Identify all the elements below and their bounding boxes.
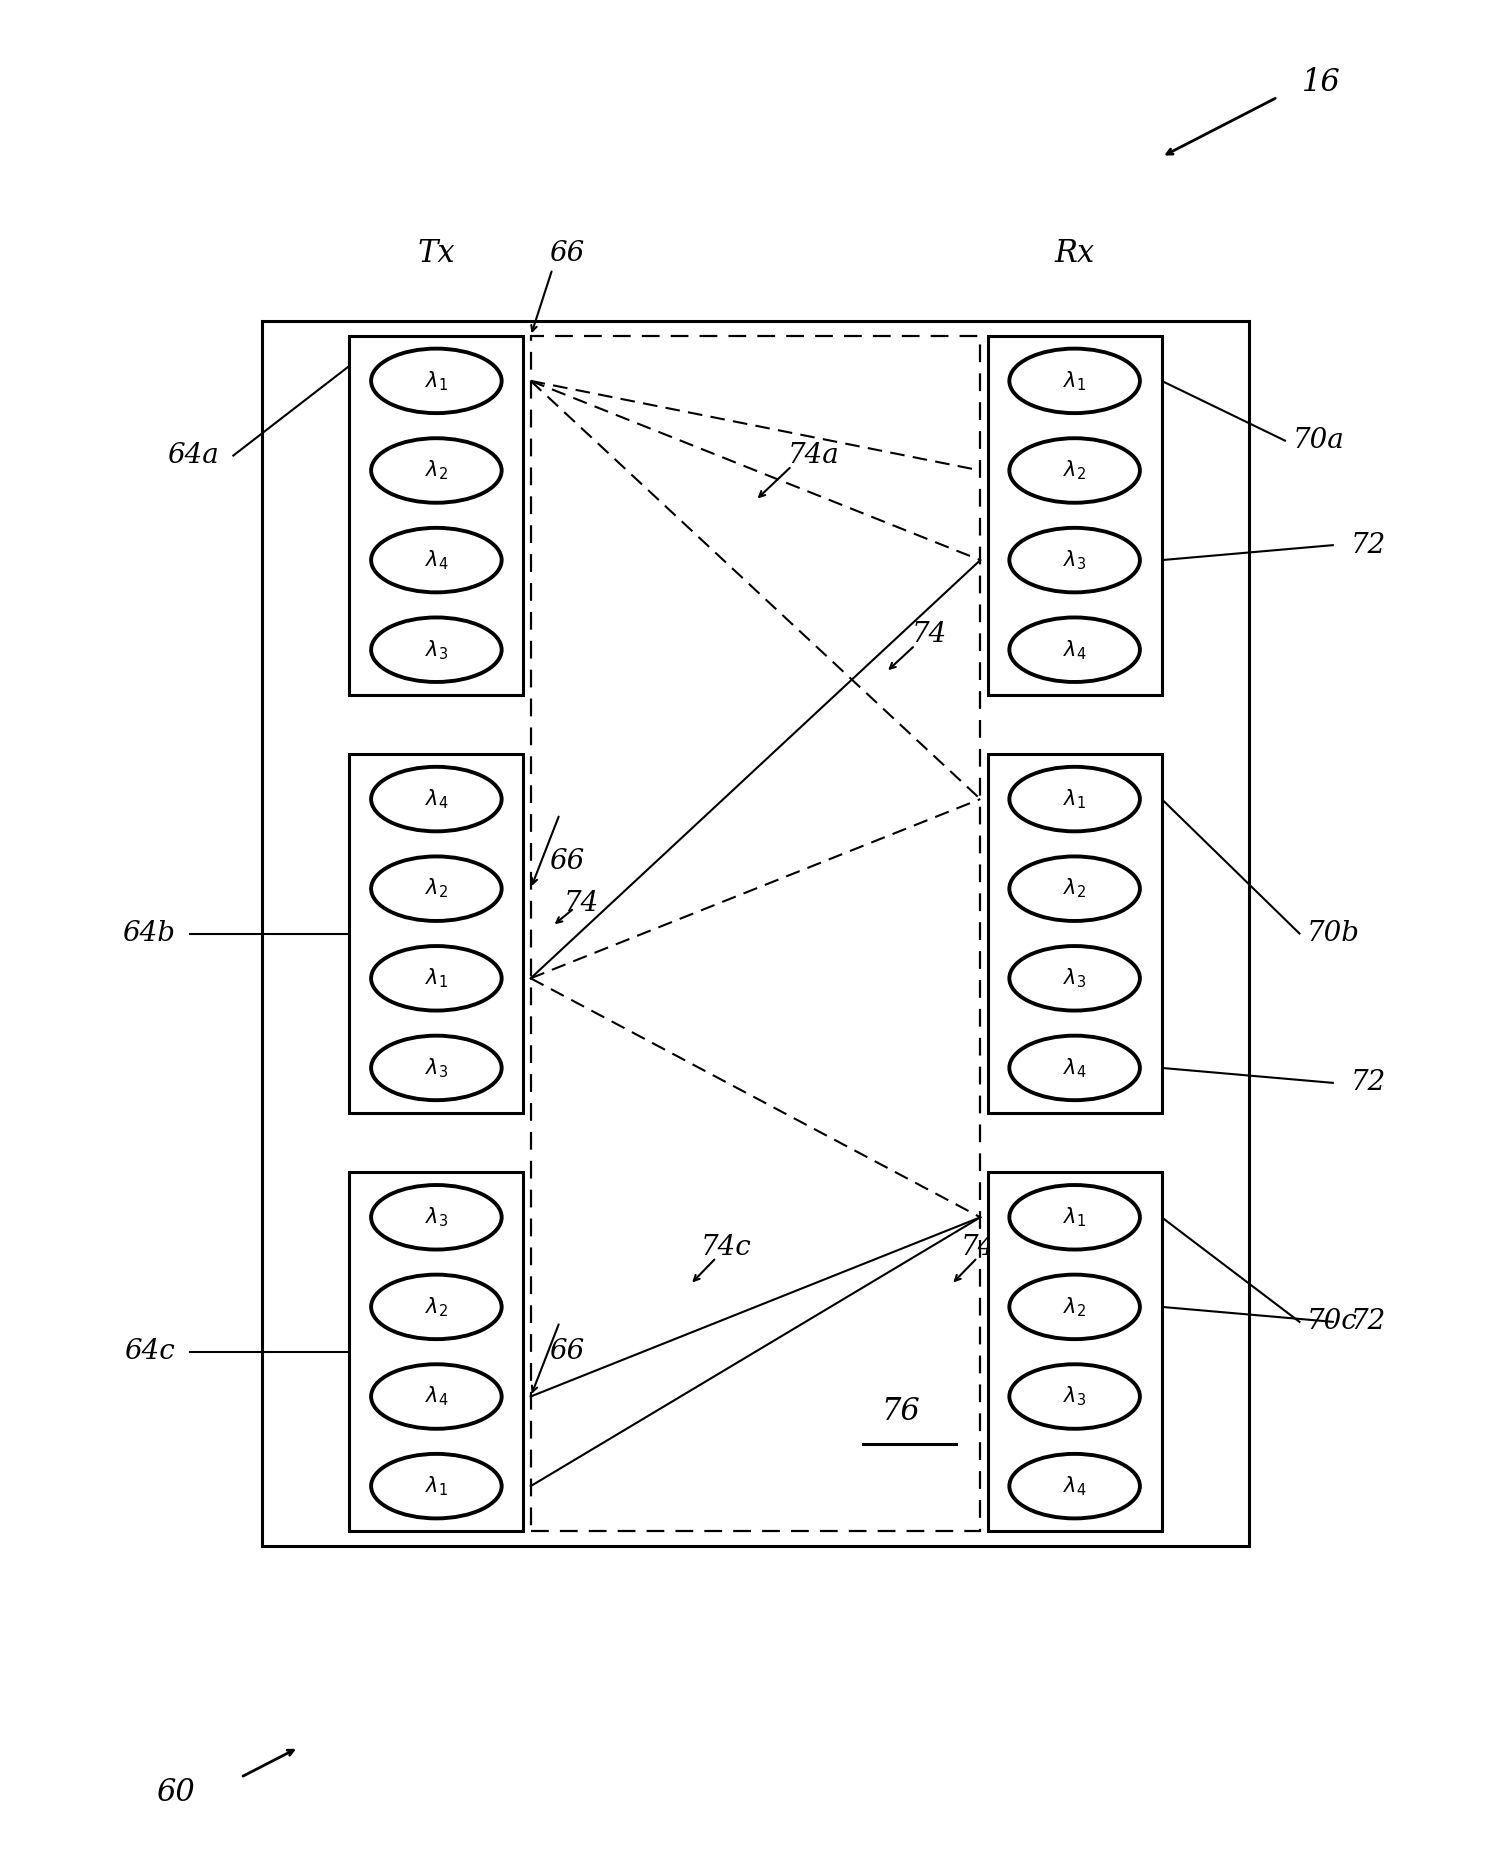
Text: 66: 66 <box>550 848 585 876</box>
Text: 64b: 64b <box>122 920 175 947</box>
Text: $\lambda_4$: $\lambda_4$ <box>425 788 449 810</box>
Bar <box>988 1172 1162 1531</box>
Text: $\lambda_4$: $\lambda_4$ <box>1062 639 1086 661</box>
Text: 74: 74 <box>564 891 598 917</box>
Bar <box>530 336 981 1531</box>
Ellipse shape <box>372 1275 502 1339</box>
Ellipse shape <box>1009 1036 1139 1100</box>
Bar <box>349 1172 523 1531</box>
Ellipse shape <box>372 439 502 502</box>
Text: $\lambda_3$: $\lambda_3$ <box>1062 1385 1086 1408</box>
Text: $\lambda_4$: $\lambda_4$ <box>425 1385 449 1408</box>
Text: $\lambda_3$: $\lambda_3$ <box>1062 549 1086 571</box>
Text: 64c: 64c <box>124 1339 175 1365</box>
Text: 76: 76 <box>881 1397 920 1426</box>
Ellipse shape <box>1009 1275 1139 1339</box>
Text: $\lambda_1$: $\lambda_1$ <box>1064 1206 1086 1228</box>
Text: 74a: 74a <box>787 442 840 469</box>
Ellipse shape <box>1009 1365 1139 1428</box>
Text: Tx: Tx <box>417 239 455 269</box>
Ellipse shape <box>1009 439 1139 502</box>
Text: 72: 72 <box>1351 1070 1386 1096</box>
Text: 66: 66 <box>550 1339 585 1365</box>
Text: $\lambda_3$: $\lambda_3$ <box>425 639 449 661</box>
Text: 72: 72 <box>1351 532 1386 558</box>
Text: $\lambda_3$: $\lambda_3$ <box>425 1057 449 1079</box>
Ellipse shape <box>1009 947 1139 1010</box>
Ellipse shape <box>372 1365 502 1428</box>
Ellipse shape <box>372 1454 502 1518</box>
Ellipse shape <box>372 767 502 831</box>
Text: $\lambda_1$: $\lambda_1$ <box>425 370 447 392</box>
Ellipse shape <box>1009 528 1139 592</box>
Ellipse shape <box>1009 1186 1139 1249</box>
Text: $\lambda_1$: $\lambda_1$ <box>425 1475 447 1497</box>
Ellipse shape <box>372 857 502 920</box>
Text: $\lambda_1$: $\lambda_1$ <box>1064 788 1086 810</box>
Ellipse shape <box>1009 349 1139 413</box>
Text: 70a: 70a <box>1292 428 1343 454</box>
Text: $\lambda_2$: $\lambda_2$ <box>425 877 447 900</box>
Text: 74b: 74b <box>961 1234 1014 1260</box>
Text: 60: 60 <box>156 1777 195 1807</box>
Text: $\lambda_2$: $\lambda_2$ <box>1064 877 1086 900</box>
Bar <box>263 321 1248 1546</box>
Text: 16: 16 <box>1302 67 1340 97</box>
Ellipse shape <box>372 1186 502 1249</box>
Text: 72: 72 <box>1351 1309 1386 1335</box>
Text: $\lambda_3$: $\lambda_3$ <box>1062 967 1086 990</box>
Text: $\lambda_1$: $\lambda_1$ <box>425 967 447 990</box>
Text: $\lambda_2$: $\lambda_2$ <box>425 1296 447 1318</box>
Ellipse shape <box>372 618 502 681</box>
Ellipse shape <box>1009 857 1139 920</box>
Text: $\lambda_2$: $\lambda_2$ <box>1064 459 1086 482</box>
Text: $\lambda_1$: $\lambda_1$ <box>1064 370 1086 392</box>
Ellipse shape <box>372 1036 502 1100</box>
Bar <box>988 336 1162 695</box>
Bar <box>349 336 523 695</box>
Text: $\lambda_2$: $\lambda_2$ <box>425 459 447 482</box>
Text: $\lambda_4$: $\lambda_4$ <box>1062 1475 1086 1497</box>
Text: $\lambda_4$: $\lambda_4$ <box>425 549 449 571</box>
Text: $\lambda_3$: $\lambda_3$ <box>425 1206 449 1228</box>
Text: 70b: 70b <box>1307 920 1360 947</box>
Text: Rx: Rx <box>1055 239 1095 269</box>
Text: 70c: 70c <box>1307 1309 1357 1335</box>
Text: 74: 74 <box>913 622 947 648</box>
Bar <box>988 754 1162 1113</box>
Ellipse shape <box>372 349 502 413</box>
Bar <box>349 754 523 1113</box>
Text: 64a: 64a <box>168 442 219 469</box>
Ellipse shape <box>372 528 502 592</box>
Ellipse shape <box>1009 767 1139 831</box>
Text: $\lambda_2$: $\lambda_2$ <box>1064 1296 1086 1318</box>
Text: 66: 66 <box>550 241 585 267</box>
Ellipse shape <box>1009 618 1139 681</box>
Text: $\lambda_4$: $\lambda_4$ <box>1062 1057 1086 1079</box>
Ellipse shape <box>372 947 502 1010</box>
Ellipse shape <box>1009 1454 1139 1518</box>
Text: 74c: 74c <box>701 1234 752 1260</box>
